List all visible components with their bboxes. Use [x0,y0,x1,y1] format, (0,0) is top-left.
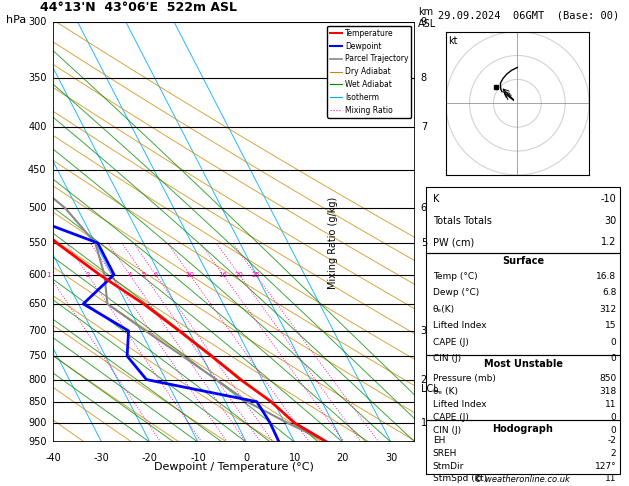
Text: PW (cm): PW (cm) [433,237,474,247]
Text: 400: 400 [28,122,47,132]
Text: 2: 2 [611,449,616,458]
Text: 0: 0 [611,413,616,422]
Text: 850: 850 [28,397,47,407]
Text: 1: 1 [421,417,427,428]
Text: 6: 6 [153,272,158,278]
Text: CAPE (J): CAPE (J) [433,413,469,422]
Text: 1.2: 1.2 [601,237,616,247]
Text: K: K [433,194,439,204]
Text: 5: 5 [421,238,427,248]
Text: 4: 4 [128,272,132,278]
Text: 16.8: 16.8 [596,272,616,280]
Text: 30: 30 [385,453,397,463]
Text: 10: 10 [186,272,194,278]
Text: 750: 750 [28,351,47,361]
Text: 850: 850 [599,374,616,382]
Text: 950: 950 [28,437,47,447]
Text: StmDir: StmDir [433,462,464,470]
Text: Temp (°C): Temp (°C) [433,272,477,280]
Text: 8: 8 [421,73,427,83]
Text: SREH: SREH [433,449,457,458]
Text: 6.8: 6.8 [602,288,616,297]
Text: 20: 20 [337,453,349,463]
Text: 318: 318 [599,387,616,396]
Text: 127°: 127° [595,462,616,470]
Text: θₑ (K): θₑ (K) [433,387,458,396]
Text: 550: 550 [28,238,47,248]
Text: km: km [418,7,433,17]
Text: -2: -2 [608,436,616,445]
Text: 29.09.2024  06GMT  (Base: 00): 29.09.2024 06GMT (Base: 00) [438,11,619,21]
Text: StmSpd (kt): StmSpd (kt) [433,474,487,483]
Text: 2: 2 [421,375,427,384]
Text: 16: 16 [218,272,228,278]
Text: 350: 350 [28,73,47,83]
Text: 5: 5 [142,272,146,278]
Text: -20: -20 [142,453,158,463]
Text: 2: 2 [86,272,90,278]
Text: 300: 300 [28,17,47,27]
Text: Most Unstable: Most Unstable [484,359,562,368]
Text: 11: 11 [605,400,616,409]
Text: Pressure (mb): Pressure (mb) [433,374,496,382]
Text: 15: 15 [605,321,616,330]
Text: 700: 700 [28,326,47,336]
Text: 450: 450 [28,165,47,175]
Text: 0: 0 [611,426,616,435]
Text: 0: 0 [611,338,616,347]
Text: 30: 30 [604,216,616,226]
X-axis label: Dewpoint / Temperature (°C): Dewpoint / Temperature (°C) [154,462,314,472]
Text: 3: 3 [109,272,114,278]
Text: 3: 3 [421,326,427,336]
Text: 1: 1 [47,272,51,278]
Text: 600: 600 [28,270,47,279]
Text: 0: 0 [243,453,250,463]
Text: -10: -10 [601,194,616,204]
Text: CAPE (J): CAPE (J) [433,338,469,347]
Text: CIN (J): CIN (J) [433,426,461,435]
Text: © weatheronline.co.uk: © weatheronline.co.uk [474,474,570,484]
Text: 800: 800 [28,375,47,384]
Text: CIN (J): CIN (J) [433,354,461,363]
Text: Dewp (°C): Dewp (°C) [433,288,479,297]
Text: 0: 0 [611,354,616,363]
Text: LCL: LCL [421,383,438,394]
Text: 11: 11 [605,474,616,483]
Text: -30: -30 [94,453,109,463]
Text: -10: -10 [190,453,206,463]
Text: 900: 900 [28,417,47,428]
Text: ASL: ASL [418,19,437,29]
Text: 20: 20 [235,272,243,278]
Text: 9: 9 [421,17,427,27]
Text: 44°13'N  43°06'E  522m ASL: 44°13'N 43°06'E 522m ASL [40,0,237,14]
Text: 10: 10 [289,453,301,463]
Text: 650: 650 [28,299,47,309]
Text: Totals Totals: Totals Totals [433,216,492,226]
Text: Lifted Index: Lifted Index [433,321,486,330]
Text: θₑ(K): θₑ(K) [433,305,455,313]
Text: 25: 25 [252,272,260,278]
Text: 500: 500 [28,203,47,213]
Text: Lifted Index: Lifted Index [433,400,486,409]
Text: 6: 6 [421,203,427,213]
Text: -40: -40 [45,453,62,463]
Text: Surface: Surface [502,257,544,266]
Text: hPa: hPa [6,15,26,25]
Text: Hodograph: Hodograph [493,424,554,434]
Text: kt: kt [448,36,458,46]
Text: Mixing Ratio (g/kg): Mixing Ratio (g/kg) [328,197,338,289]
Text: 312: 312 [599,305,616,313]
Legend: Temperature, Dewpoint, Parcel Trajectory, Dry Adiabat, Wet Adiabat, Isotherm, Mi: Temperature, Dewpoint, Parcel Trajectory… [327,26,411,118]
Text: 7: 7 [421,122,427,132]
Text: EH: EH [433,436,445,445]
